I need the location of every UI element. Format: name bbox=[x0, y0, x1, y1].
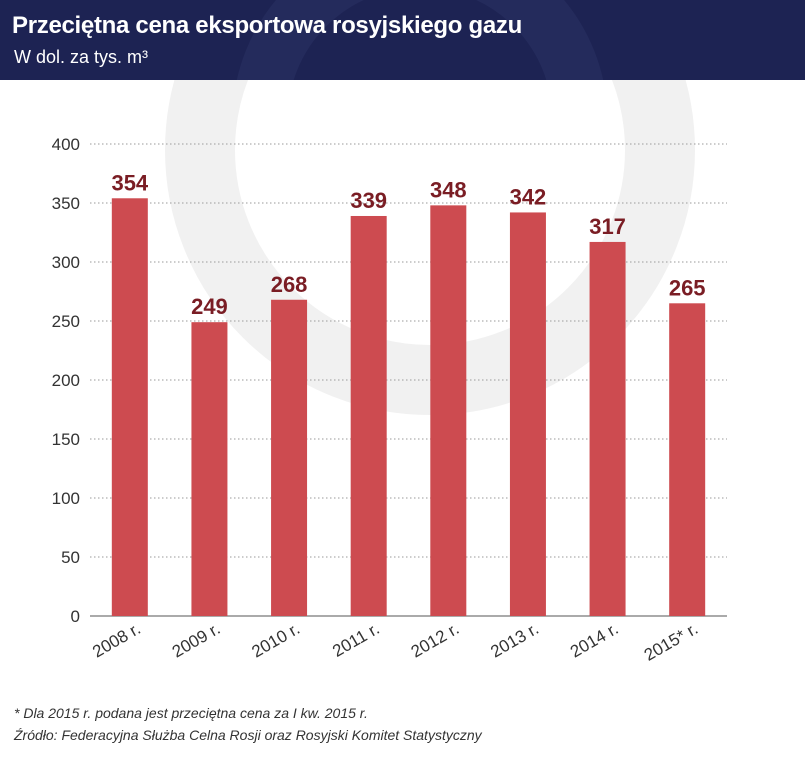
bar-value-label: 265 bbox=[669, 275, 706, 300]
bar-chart: 0 50 100 150 200 250 300 350 400 354 249 268 339 348… bbox=[52, 80, 727, 665]
footnote: * Dla 2015 r. podana jest przeciętna cen… bbox=[14, 705, 368, 721]
y-tick-label: 100 bbox=[52, 489, 80, 508]
y-tick-label: 50 bbox=[61, 548, 80, 567]
x-tick-label: 2010 r. bbox=[249, 619, 304, 661]
y-tick-label: 250 bbox=[52, 312, 80, 331]
bar bbox=[589, 241, 626, 616]
data-labels: 354 249 268 339 348 342 317 265 bbox=[111, 170, 705, 319]
y-tick-label: 150 bbox=[52, 430, 80, 449]
bar bbox=[191, 322, 228, 616]
y-tick-label: 350 bbox=[52, 194, 80, 213]
bar-value-label: 317 bbox=[589, 214, 626, 239]
bar bbox=[350, 215, 387, 617]
bar bbox=[430, 205, 467, 617]
x-axis: 2008 r. 2009 r. 2010 r. 2011 r. 2012 r. 2013 … bbox=[89, 619, 701, 665]
x-tick-label: 2013 r. bbox=[487, 619, 542, 661]
x-tick-label: 2009 r. bbox=[169, 619, 224, 661]
bar-value-label: 268 bbox=[271, 272, 308, 297]
bar bbox=[271, 299, 308, 616]
bar-value-label: 354 bbox=[111, 170, 148, 195]
y-tick-label: 0 bbox=[71, 607, 80, 626]
x-tick-label: 2012 r. bbox=[408, 619, 463, 661]
x-tick-label: 2015* r. bbox=[641, 619, 701, 665]
chart-title: Przeciętna cena eksportowa rosyjskiego g… bbox=[12, 12, 522, 39]
x-tick-label: 2008 r. bbox=[89, 619, 144, 661]
chart-subtitle: W dol. za tys. m³ bbox=[14, 47, 149, 67]
y-axis: 0 50 100 150 200 250 300 350 400 bbox=[52, 135, 80, 626]
bar bbox=[669, 303, 706, 616]
x-tick-label: 2014 r. bbox=[567, 619, 622, 661]
x-tick-label: 2011 r. bbox=[329, 619, 382, 661]
bars bbox=[111, 198, 706, 617]
source-note: Źródło: Federacyjna Służba Celna Rosji o… bbox=[14, 727, 482, 743]
bar bbox=[111, 198, 148, 616]
bar-value-label: 339 bbox=[350, 188, 387, 213]
header-banner: Przeciętna cena eksportowa rosyjskiego g… bbox=[0, 0, 805, 80]
y-tick-label: 300 bbox=[52, 253, 80, 272]
y-tick-label: 400 bbox=[52, 135, 80, 154]
bar-value-label: 249 bbox=[191, 294, 228, 319]
bar-value-label: 348 bbox=[430, 177, 467, 202]
bar-value-label: 342 bbox=[510, 184, 547, 209]
bar bbox=[509, 212, 546, 616]
y-tick-label: 200 bbox=[52, 371, 80, 390]
